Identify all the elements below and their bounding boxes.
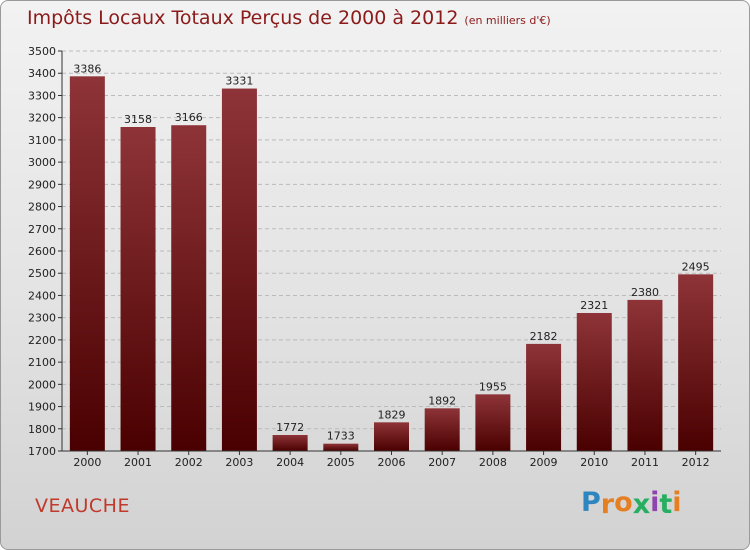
bar-value-label: 1772 bbox=[276, 421, 304, 434]
y-tick-label: 2700 bbox=[28, 223, 56, 236]
bar-value-label: 1829 bbox=[378, 408, 406, 421]
bar bbox=[374, 422, 409, 451]
logo-letter: x bbox=[632, 489, 651, 520]
bar bbox=[323, 443, 359, 451]
y-tick-label: 2100 bbox=[28, 356, 56, 369]
logo-letter: i bbox=[672, 487, 682, 518]
proxiti-logo: Proxiti bbox=[581, 487, 682, 520]
bar-value-label: 3331 bbox=[225, 75, 253, 88]
bar-value-label: 2182 bbox=[530, 330, 558, 343]
bar bbox=[69, 76, 105, 451]
city-label: VEAUCHE bbox=[35, 495, 130, 517]
bar bbox=[475, 394, 511, 451]
logo-letter: i bbox=[650, 487, 660, 518]
bar bbox=[272, 435, 308, 451]
chart-title: Impôts Locaux Totaux Perçus de 2000 à 20… bbox=[27, 7, 551, 29]
x-tick-label: 2003 bbox=[225, 456, 253, 469]
y-tick-label: 2000 bbox=[28, 378, 56, 391]
bar-value-label: 2321 bbox=[580, 299, 608, 312]
bar-value-label: 2380 bbox=[631, 286, 659, 299]
bar bbox=[171, 125, 207, 451]
x-tick-label: 2002 bbox=[175, 456, 203, 469]
x-tick-label: 2000 bbox=[73, 456, 101, 469]
y-tick-label: 2800 bbox=[28, 201, 56, 214]
y-tick-label: 2400 bbox=[28, 289, 56, 302]
logo-letter: o bbox=[614, 487, 633, 518]
y-tick-label: 3400 bbox=[28, 67, 56, 80]
y-tick-label: 2300 bbox=[28, 312, 56, 325]
x-tick-label: 2008 bbox=[479, 456, 507, 469]
bar-value-label: 1733 bbox=[327, 430, 355, 443]
x-tick-label: 2007 bbox=[428, 456, 456, 469]
bar-value-label: 2495 bbox=[682, 260, 710, 273]
bar-value-label: 3158 bbox=[124, 113, 152, 126]
logo-letter: P bbox=[581, 487, 601, 518]
bar bbox=[120, 127, 156, 451]
bar bbox=[221, 88, 257, 452]
bar bbox=[576, 313, 612, 451]
y-tick-label: 2900 bbox=[28, 178, 56, 191]
x-tick-label: 2004 bbox=[276, 456, 304, 469]
bar bbox=[424, 408, 460, 451]
y-tick-label: 3500 bbox=[28, 45, 56, 58]
x-tick-label: 2010 bbox=[580, 456, 608, 469]
bar-value-label: 1955 bbox=[479, 380, 507, 393]
x-tick-label: 2005 bbox=[327, 456, 355, 469]
bar bbox=[526, 343, 562, 451]
x-tick-label: 2012 bbox=[682, 456, 710, 469]
x-tick-label: 2011 bbox=[631, 456, 659, 469]
y-tick-label: 2200 bbox=[28, 334, 56, 347]
logo-letter: t bbox=[659, 489, 673, 520]
y-tick-label: 3000 bbox=[28, 156, 56, 169]
y-tick-label: 1800 bbox=[28, 423, 56, 436]
y-tick-label: 3200 bbox=[28, 112, 56, 125]
bar-value-label: 3166 bbox=[175, 111, 203, 124]
y-tick-label: 2600 bbox=[28, 245, 56, 258]
chart-title-unit: (en milliers d'€) bbox=[464, 14, 551, 27]
y-tick-label: 3300 bbox=[28, 89, 56, 102]
x-tick-label: 2006 bbox=[378, 456, 406, 469]
y-tick-label: 1700 bbox=[28, 445, 56, 458]
x-tick-label: 2009 bbox=[530, 456, 558, 469]
y-tick-label: 2500 bbox=[28, 267, 56, 280]
y-tick-label: 3100 bbox=[28, 134, 56, 147]
x-tick-label: 2001 bbox=[124, 456, 152, 469]
bar bbox=[627, 299, 663, 451]
bar bbox=[678, 274, 714, 451]
y-tick-label: 1900 bbox=[28, 401, 56, 414]
bar-value-label: 3386 bbox=[73, 62, 101, 75]
chart-title-text: Impôts Locaux Totaux Perçus de 2000 à 20… bbox=[27, 7, 459, 29]
logo-letter: r bbox=[600, 489, 615, 520]
bar-value-label: 1892 bbox=[428, 394, 456, 407]
